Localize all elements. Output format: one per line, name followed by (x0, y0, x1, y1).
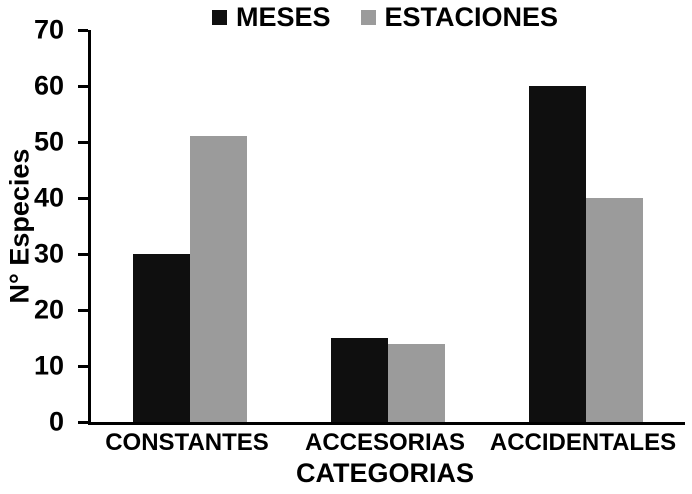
y-tick-mark (78, 140, 88, 144)
y-tick-mark (78, 196, 88, 200)
bar-estaciones-accidentales (586, 198, 643, 422)
legend-swatch-icon (211, 10, 227, 25)
y-axis: 0 10 20 30 40 50 60 70 (0, 16, 88, 435)
y-tick-label: 10 (33, 350, 64, 381)
y-tick-label: 60 (33, 70, 64, 101)
y-tick-label: 0 (48, 406, 64, 437)
legend-label: ESTACIONES (384, 2, 559, 32)
y-tick-mark (78, 28, 88, 32)
bar-estaciones-constantes (190, 136, 247, 422)
bar-meses-constantes (133, 254, 190, 422)
plot-area (88, 30, 685, 425)
legend-item-estaciones: ESTACIONES (360, 2, 559, 32)
x-category-label: ACCESORIAS (304, 429, 466, 456)
bar-group-constantes (91, 30, 289, 422)
legend-item-meses: MESES (211, 2, 331, 32)
legend-swatch-icon (360, 10, 376, 25)
x-category-label: CONSTANTES (105, 429, 269, 456)
y-tick-label: 40 (33, 182, 64, 213)
bar-meses-accidentales (529, 86, 586, 422)
x-category-label: ACCIDENTALES (489, 429, 677, 456)
y-tick-mark (78, 420, 88, 424)
y-tick-label: 50 (33, 126, 64, 157)
y-tick-label: 20 (33, 294, 64, 325)
legend: MESES ESTACIONES (88, 4, 682, 31)
legend-label: MESES (235, 2, 331, 32)
y-tick-label: 70 (33, 14, 64, 45)
bar-group-accesorias (289, 30, 487, 422)
bar-group-accidentales (487, 30, 685, 422)
y-tick-mark (78, 364, 88, 368)
bar-meses-accesorias (331, 338, 388, 422)
y-tick-label: 30 (33, 238, 64, 269)
y-tick-mark (78, 84, 88, 88)
y-tick-mark (78, 308, 88, 312)
x-axis-labels: CONSTANTES ACCESORIAS ACCIDENTALES (88, 429, 682, 456)
bar-estaciones-accesorias (388, 343, 445, 422)
y-tick-mark (78, 252, 88, 256)
x-axis-title: CATEGORIAS (295, 458, 474, 488)
